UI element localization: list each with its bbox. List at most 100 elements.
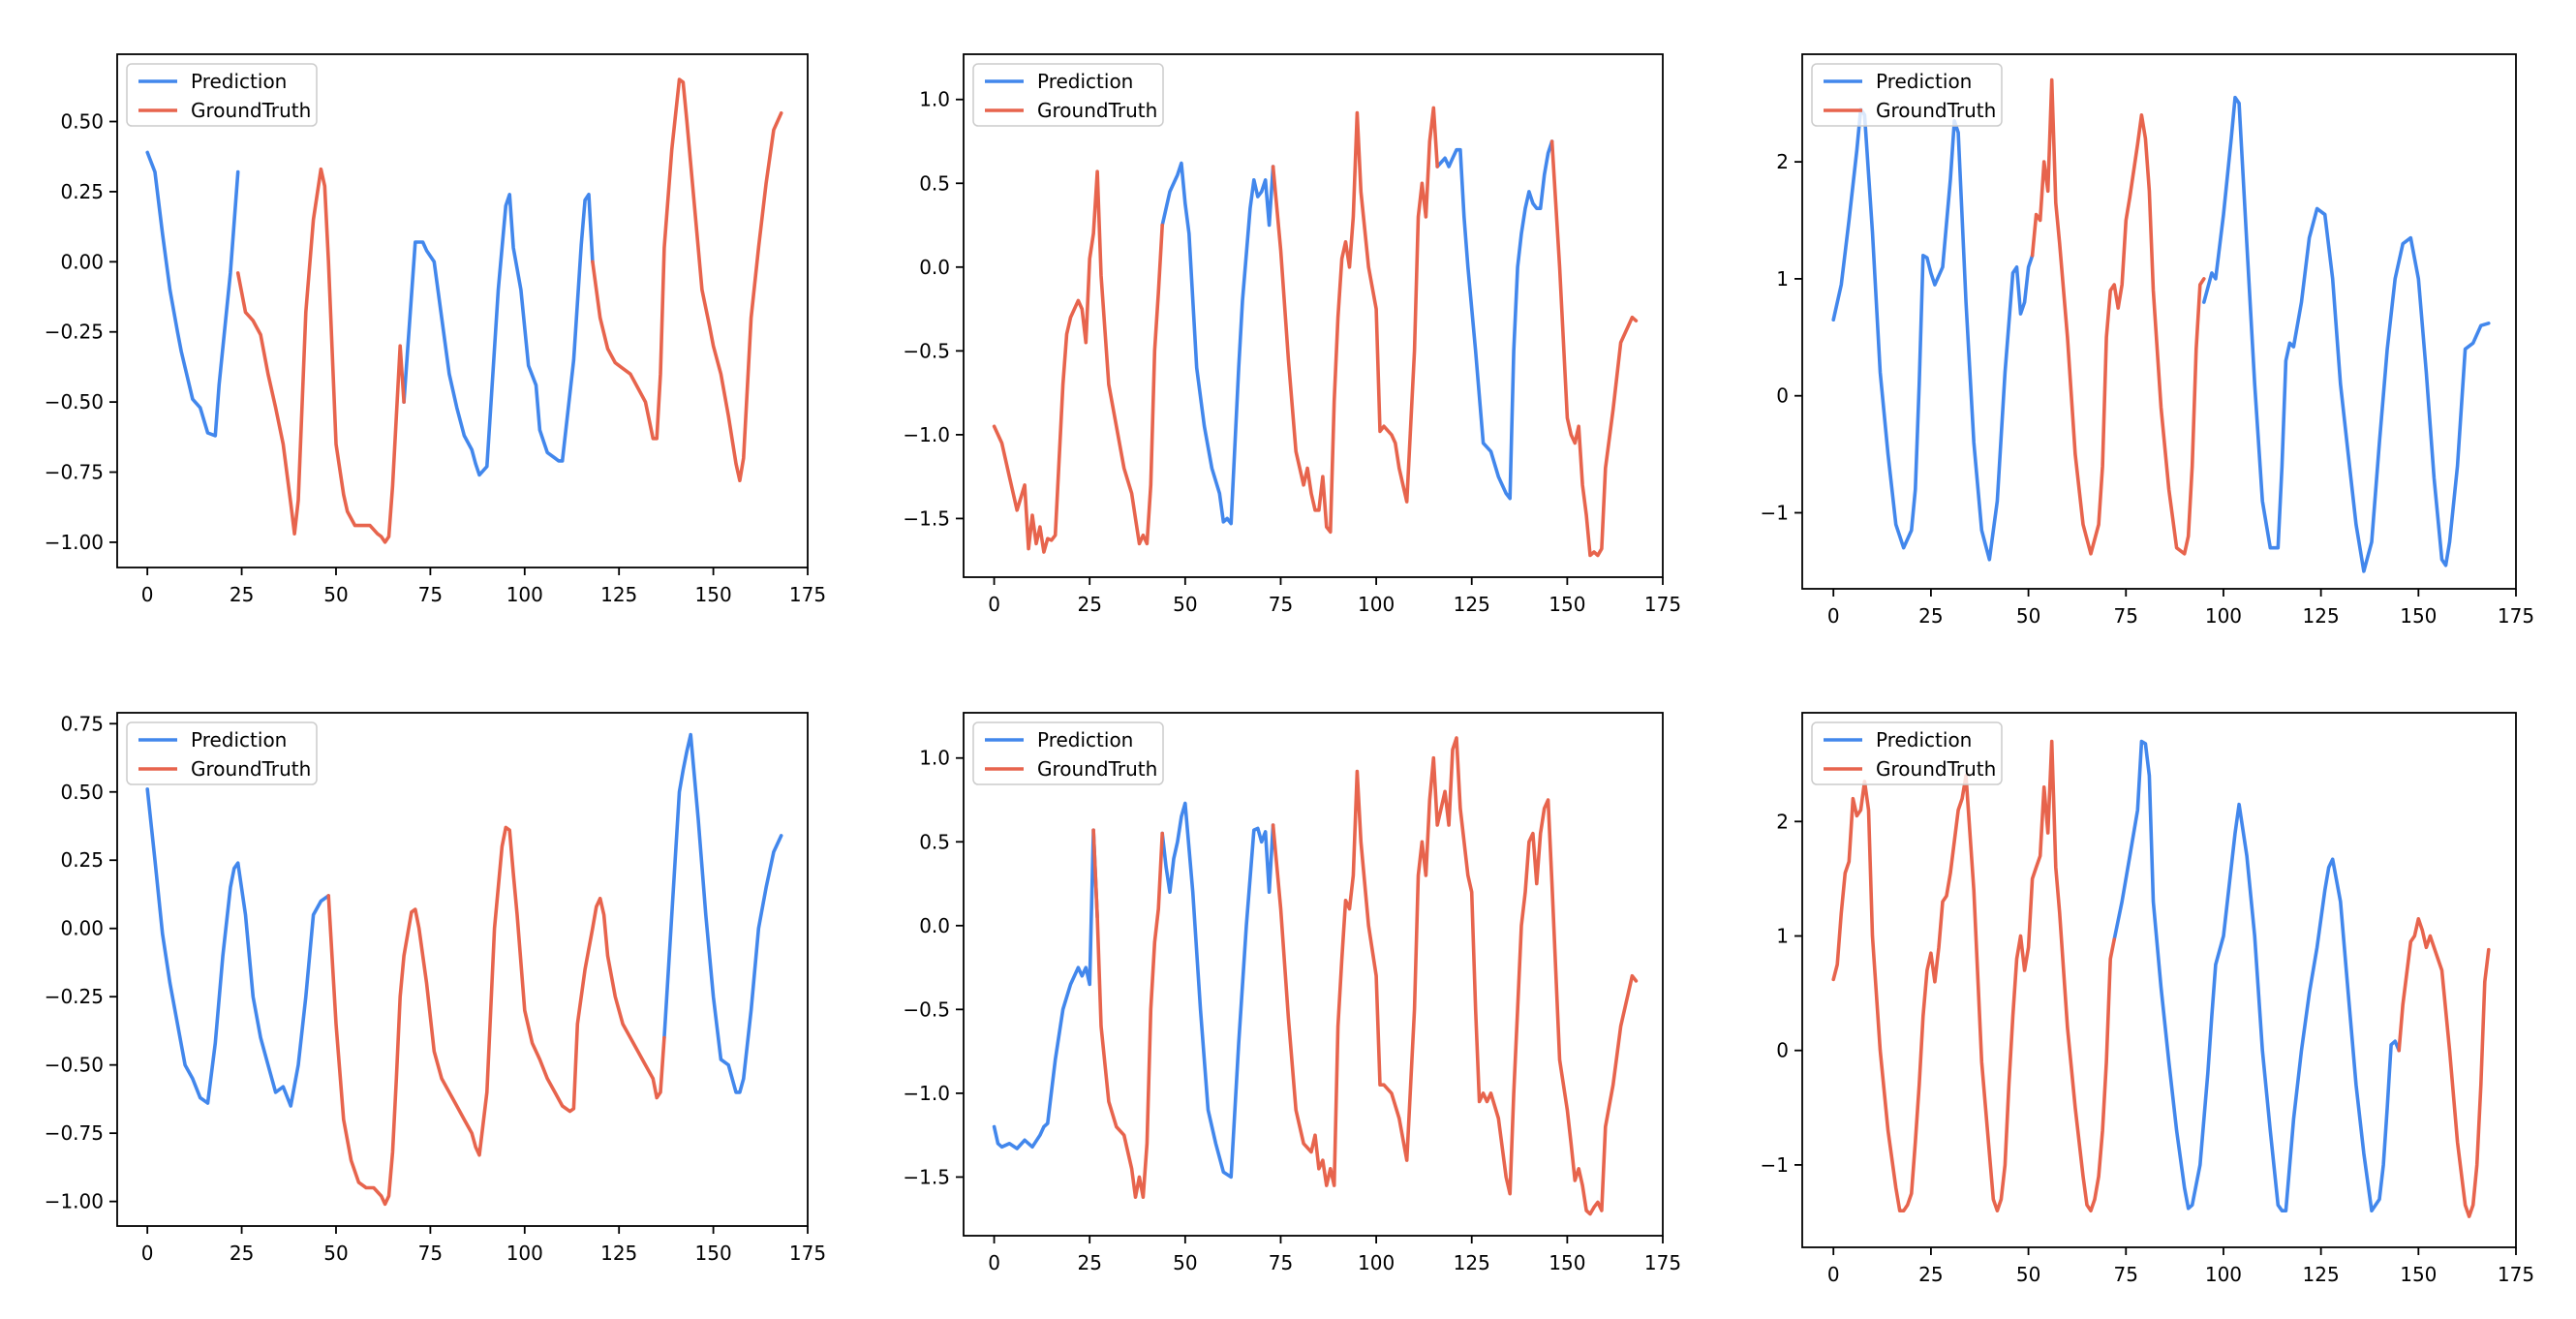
legend-label: Prediction: [1037, 728, 1133, 752]
groundtruth-line-segment: [2030, 77, 2206, 556]
prediction-line-segment: [2202, 95, 2491, 573]
axes-frame: [1801, 712, 2517, 1248]
x-tick-label: 50: [1173, 593, 1197, 616]
y-tick-label: −1.0: [903, 423, 950, 446]
y-tick-label: −0.5: [903, 339, 950, 362]
legend: Prediction GroundTruth: [1811, 721, 2003, 785]
y-tick-label: −1.00: [45, 531, 104, 554]
x-tick-label: 125: [1454, 1251, 1490, 1274]
x-tick-label: 75: [2114, 1263, 2138, 1286]
x-tick-label: 25: [1918, 1263, 1943, 1286]
x-tick-label: 175: [2498, 604, 2534, 628]
prediction-line-segment: [992, 828, 1099, 1150]
y-tick-label: 1: [1776, 267, 1789, 291]
x-tick-label: 100: [1358, 593, 1395, 616]
y-tick-label: −1.00: [45, 1190, 104, 1213]
groundtruth-line-segment: [992, 169, 1164, 554]
x-tick-label: 25: [230, 1242, 254, 1265]
y-tick-label: 0.25: [60, 848, 104, 872]
y-tick-label: −1.5: [903, 506, 950, 530]
legend: Prediction GroundTruth: [972, 63, 1164, 127]
series-lines: [145, 77, 783, 544]
y-tick-label: 0.0: [919, 256, 950, 279]
plot-area: [964, 713, 1663, 1236]
y-tick-label: −0.75: [45, 1121, 104, 1145]
legend: Prediction GroundTruth: [126, 63, 318, 127]
x-tick-label: 125: [2303, 1263, 2340, 1286]
y-tick-label: −0.75: [45, 461, 104, 484]
x-tick-label: 150: [695, 1242, 732, 1265]
x-tick-label: 125: [1454, 593, 1490, 616]
legend-label: Prediction: [1037, 70, 1133, 93]
x-tick-label: 175: [789, 583, 826, 606]
y-tick-label: −0.25: [45, 321, 104, 344]
y-tick-label: 0.50: [60, 110, 104, 134]
axes-frame: [116, 712, 809, 1227]
prediction-line-segment: [1160, 801, 1275, 1180]
x-tick-label: 0: [988, 593, 1000, 616]
y-tick-label: 0: [1776, 384, 1789, 408]
subplot-3: 0 25 50 75 100 125 150 175 −1 0 1 2 Prediction Ground…: [1761, 53, 2534, 628]
legend-label: Prediction: [191, 70, 287, 93]
y-tick-label: 1.0: [919, 88, 950, 111]
y-tick-label: 1: [1776, 924, 1789, 947]
x-tick-label: 0: [141, 1242, 154, 1265]
series-lines: [1831, 739, 2491, 1218]
y-tick-label: 0.0: [919, 914, 950, 937]
groundtruth-line-segment: [591, 77, 783, 483]
x-tick-label: 0: [988, 1251, 1000, 1274]
groundtruth-line-segment: [2397, 916, 2491, 1218]
legend-label: Prediction: [1876, 728, 1972, 752]
y-tick-label: −1: [1761, 501, 1789, 524]
x-tick-label: 75: [2114, 604, 2138, 628]
y-tick-label: −0.50: [45, 390, 104, 414]
prediction-line-segment: [145, 787, 331, 1108]
x-tick-label: 50: [323, 583, 348, 606]
x-tick-label: 25: [1077, 593, 1101, 616]
prediction-line-segment: [402, 193, 595, 477]
subplot-4: 0 25 50 75 100 125 150 175 −1.00 −0.75 −0.50 −0.25 0…: [45, 712, 826, 1265]
groundtruth-line-segment: [1831, 739, 2116, 1212]
legend-label: Prediction: [191, 728, 287, 752]
subplot-5: 0 25 50 75 100 125 150 175 −1.5 −1.0 −0.5 0.0 0.5 1.0…: [903, 712, 1681, 1274]
prediction-line-segment: [1435, 139, 1554, 501]
x-tick-label: 150: [695, 583, 732, 606]
y-tick-label: −1.0: [903, 1082, 950, 1105]
prediction-line-segment: [1831, 107, 2035, 562]
x-tick-label: 100: [1358, 1251, 1395, 1274]
prediction-line-segment: [1160, 161, 1275, 526]
y-tick-label: −1.5: [903, 1165, 950, 1188]
x-tick-label: 50: [2016, 1263, 2040, 1286]
x-tick-label: 100: [2205, 1263, 2242, 1286]
axes-frame: [963, 712, 1664, 1237]
plot-area: [117, 54, 808, 567]
groundtruth-line-segment: [1271, 106, 1439, 535]
series-lines: [992, 736, 1639, 1216]
y-tick-label: 0.5: [919, 171, 950, 195]
y-tick-label: 0.75: [60, 712, 104, 735]
x-tick-label: 125: [600, 583, 637, 606]
plot-area: [1802, 54, 2516, 589]
x-tick-label: 0: [1827, 1263, 1840, 1286]
legend-label: GroundTruth: [1037, 99, 1157, 122]
y-tick-label: 0.00: [60, 250, 104, 273]
y-tick-label: 1.0: [919, 747, 950, 770]
prediction-line-segment: [145, 150, 240, 438]
x-tick-label: 150: [1549, 1251, 1585, 1274]
y-tick-label: 2: [1776, 810, 1789, 833]
x-tick-label: 175: [1644, 593, 1681, 616]
y-tick-label: −1: [1761, 1153, 1789, 1177]
x-tick-label: 25: [230, 583, 254, 606]
x-tick-label: 25: [1918, 604, 1943, 628]
y-tick-label: 0.00: [60, 917, 104, 940]
x-tick-label: 50: [2016, 604, 2040, 628]
x-tick-label: 0: [1827, 604, 1840, 628]
series-lines: [992, 106, 1639, 558]
plot-area: [117, 713, 808, 1226]
x-tick-label: 100: [506, 583, 543, 606]
x-tick-label: 175: [2498, 1263, 2534, 1286]
legend: Prediction GroundTruth: [1811, 63, 2003, 127]
x-tick-label: 150: [2400, 1263, 2437, 1286]
x-tick-label: 125: [2303, 604, 2340, 628]
